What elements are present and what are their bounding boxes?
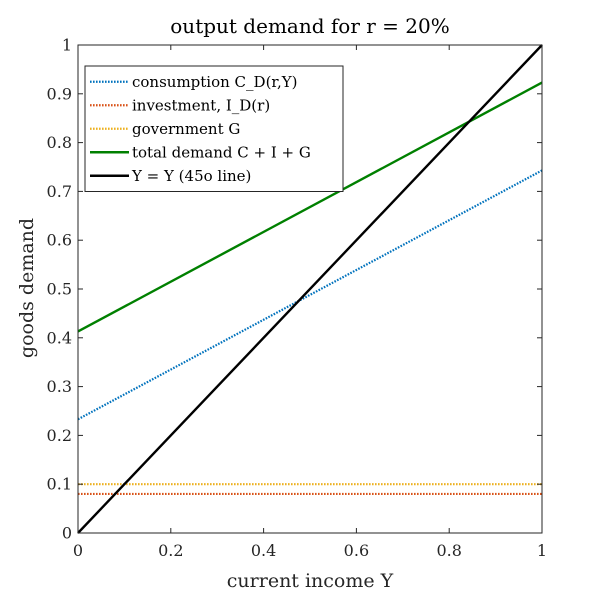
y-tick-label: 0.2 <box>47 426 72 445</box>
x-tick-label: 1 <box>537 541 547 560</box>
x-axis-label: current income Y <box>227 570 394 592</box>
legend-entry-4: total demand C + I + G <box>132 143 311 161</box>
x-tick-label: 0.6 <box>344 541 369 560</box>
legend-entry-1: consumption C_D(r,Y) <box>132 73 297 91</box>
legend: consumption C_D(r,Y) investment, I_D(r)go… <box>84 65 344 192</box>
y-tick-label: 0.6 <box>47 231 72 250</box>
y-tick-label: 0.3 <box>47 377 72 396</box>
x-tick-label: 0.8 <box>436 541 461 560</box>
axes: 0 0.2 0.4 0.6 0.8 1 0 0.1 0.2 0.3 0.4 0.5 0.6 0.7 0.8 0… <box>47 36 548 561</box>
y-tick-label: 0 <box>62 524 72 543</box>
legend-entry-2: investment, I_D(r) <box>132 96 270 114</box>
legend-entry-5: Y = Y (45o line) <box>131 167 251 185</box>
y-tick-label: 0.8 <box>47 133 72 152</box>
series-line-5 <box>77 44 543 534</box>
x-tick-label: 0 <box>73 541 83 560</box>
series-line-4 <box>77 81 543 333</box>
series-line-1 <box>77 169 543 421</box>
legend-box <box>84 65 344 192</box>
chart-title: output demand for r = 20% <box>170 14 449 38</box>
y-tick-label: 0.5 <box>47 280 72 299</box>
y-tick-label: 1 <box>62 36 72 55</box>
y-tick-label: 0.7 <box>47 182 72 201</box>
y-tick-label: 0.4 <box>47 328 72 347</box>
legend-entry-3: government G <box>132 120 240 138</box>
y-tick-label: 0.9 <box>47 84 72 103</box>
series-lines <box>77 44 543 534</box>
y-axis-label: goods demand <box>16 218 38 358</box>
x-tick-label: 0.2 <box>158 541 183 560</box>
y-tick-label: 0.1 <box>47 475 72 494</box>
x-tick-label: 0.4 <box>251 541 276 560</box>
